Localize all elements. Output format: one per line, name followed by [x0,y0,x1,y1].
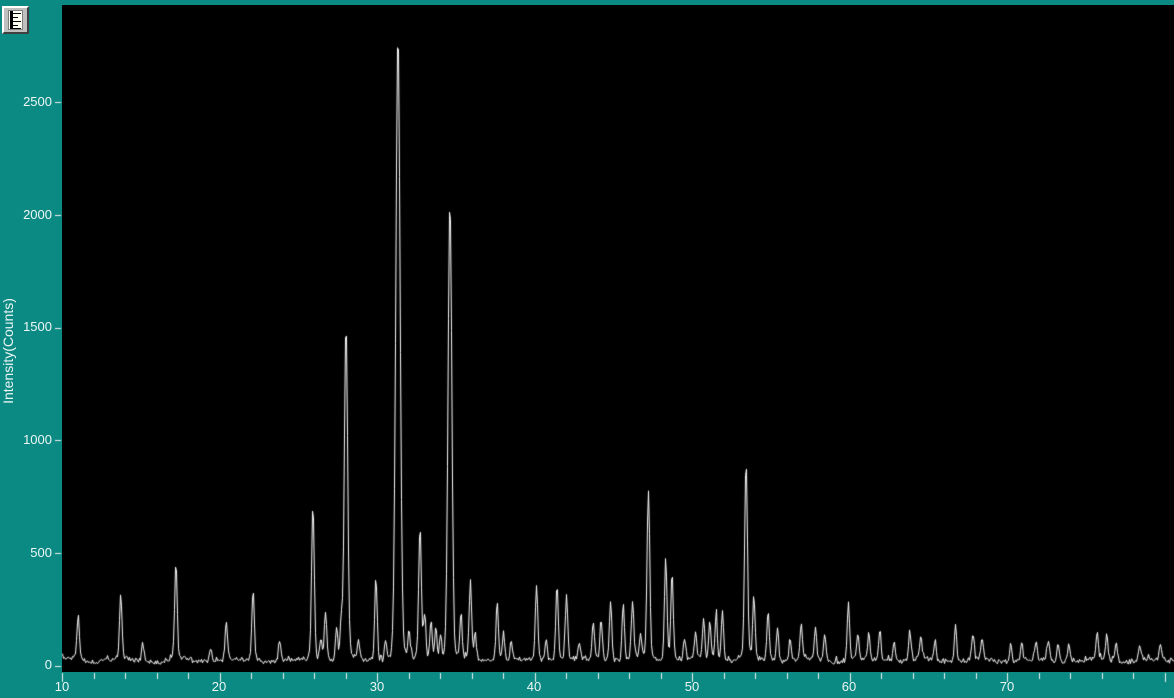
y-tick-label: 1500 [23,319,52,334]
x-tick-label: 60 [841,679,857,694]
x-tick-label: 10 [54,679,70,694]
y-tick-label: 0 [44,657,52,672]
y-tick-label: 2500 [23,94,52,109]
x-tick-label: 20 [211,679,227,694]
x-tick-label: 30 [369,679,385,694]
scale-tool-button[interactable] [2,6,29,34]
x-tick-label: 50 [684,679,700,694]
x-tick-label: 40 [526,679,542,694]
y-tick-label: 500 [30,545,52,560]
y-tick-label: 1000 [23,432,52,447]
y-axis-title: Intensity(Counts) [0,298,16,404]
ruler-icon [8,10,23,30]
x-tick-label: 70 [999,679,1015,694]
y-tick-label: 2000 [23,207,52,222]
